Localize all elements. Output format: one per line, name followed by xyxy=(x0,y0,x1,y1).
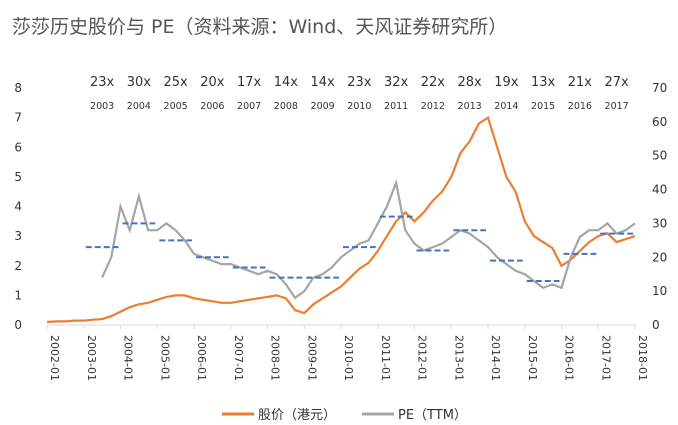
y-left-tick-label: 2 xyxy=(14,259,22,273)
annual-pe-label: 30x xyxy=(127,75,152,90)
y-left-tick-label: 5 xyxy=(14,170,22,184)
x-tick-label: 2016-01 xyxy=(563,335,576,381)
x-tick-label: 2004-01 xyxy=(122,335,135,381)
y-left-tick-label: 3 xyxy=(14,229,22,243)
y-right-tick-label: 10 xyxy=(652,284,667,298)
x-tick-label: 2012-01 xyxy=(416,335,429,381)
y-right-tick-label: 30 xyxy=(652,216,667,230)
x-tick-label: 2017-01 xyxy=(599,335,612,381)
annual-pe-label: 17x xyxy=(237,75,262,90)
annual-pe-year: 2004 xyxy=(127,101,151,112)
x-tick-label: 2018-01 xyxy=(636,335,649,381)
annual-pe-label: 21x xyxy=(568,75,593,90)
annual-pe-label: 13x xyxy=(531,75,556,90)
annual-pe-year: 2007 xyxy=(237,101,261,112)
annual-pe-label: 32x xyxy=(384,75,409,90)
annual-pe-label: 14x xyxy=(311,75,336,90)
annual-pe-year: 2009 xyxy=(311,101,335,112)
x-tick-label: 2007-01 xyxy=(232,335,245,381)
y-right-tick-label: 50 xyxy=(652,149,667,163)
y-left-tick-label: 4 xyxy=(14,200,22,214)
annual-pe-year: 2006 xyxy=(200,101,224,112)
x-tick-label: 2010-01 xyxy=(342,335,355,381)
chart-title: 莎莎历史股价与 PE（资料来源：Wind、天风证券研究所） xyxy=(12,16,508,38)
series-line-0 xyxy=(46,115,636,324)
x-tick-label: 2006-01 xyxy=(195,335,208,381)
annual-pe-label: 19x xyxy=(494,75,519,90)
annual-pe-label: 23x xyxy=(90,75,115,90)
annual-pe-label: 27x xyxy=(605,75,630,90)
y-left-tick-label: 1 xyxy=(14,288,22,302)
y-left-tick-label: 8 xyxy=(14,81,22,95)
x-tick-label: 2002-01 xyxy=(48,335,61,381)
annual-pe-year: 2016 xyxy=(568,101,592,112)
annual-pe-label: 25x xyxy=(164,75,189,90)
y-left-tick-label: 7 xyxy=(14,111,22,125)
x-tick-label: 2014-01 xyxy=(489,335,502,381)
annual-pe-label: 14x xyxy=(274,75,299,90)
annual-pe-year: 2011 xyxy=(384,101,408,112)
y-right-tick-label: 70 xyxy=(652,81,667,95)
y-right-tick-label: 60 xyxy=(652,115,667,129)
legend-label-0: 股价（港元） xyxy=(258,408,336,423)
annual-pe-label: 23x xyxy=(347,75,372,90)
annual-pe-label: 20x xyxy=(200,75,225,90)
x-tick-label: 2011-01 xyxy=(379,335,392,381)
annual-pe-year: 2013 xyxy=(458,101,482,112)
annual-pe-label: 22x xyxy=(421,75,446,90)
x-tick-label: 2013-01 xyxy=(452,335,465,381)
x-tick-label: 2008-01 xyxy=(269,335,282,381)
y-left-tick-label: 0 xyxy=(14,318,22,332)
annual-pe-year: 2015 xyxy=(531,101,555,112)
y-right-tick-label: 0 xyxy=(652,318,660,332)
annual-pe-year: 2008 xyxy=(274,101,298,112)
x-tick-label: 2015-01 xyxy=(526,335,539,381)
x-tick-label: 2003-01 xyxy=(85,335,98,381)
annual-pe-year: 2003 xyxy=(90,101,114,112)
y-right-tick-label: 40 xyxy=(652,183,667,197)
annual-pe-year: 2014 xyxy=(494,101,518,112)
annual-pe-year: 2010 xyxy=(347,101,371,112)
y-left-tick-label: 6 xyxy=(14,140,22,154)
x-tick-label: 2009-01 xyxy=(305,335,318,381)
legend-label-1: PE（TTM） xyxy=(398,408,467,423)
annual-pe-year: 2012 xyxy=(421,101,445,112)
annual-pe-year: 2005 xyxy=(164,101,188,112)
x-tick-label: 2005-01 xyxy=(158,335,171,381)
annual-pe-label: 28x xyxy=(458,75,483,90)
annual-pe-year: 2017 xyxy=(605,101,629,112)
y-right-tick-label: 20 xyxy=(652,250,667,264)
